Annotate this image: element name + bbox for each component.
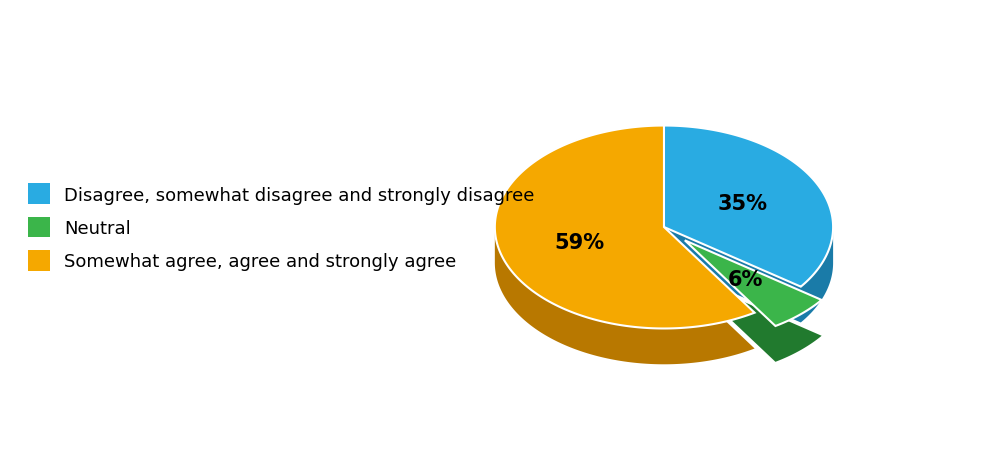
Text: 59%: 59% [554,232,605,252]
Polygon shape [664,227,833,323]
Polygon shape [685,241,822,362]
Polygon shape [495,126,754,329]
Text: 6%: 6% [727,269,763,289]
Text: 35%: 35% [717,194,767,213]
Polygon shape [664,126,833,287]
Polygon shape [495,227,754,364]
Legend: Disagree, somewhat disagree and strongly disagree, Neutral, Somewhat agree, agre: Disagree, somewhat disagree and strongly… [19,175,543,280]
Polygon shape [685,241,822,326]
